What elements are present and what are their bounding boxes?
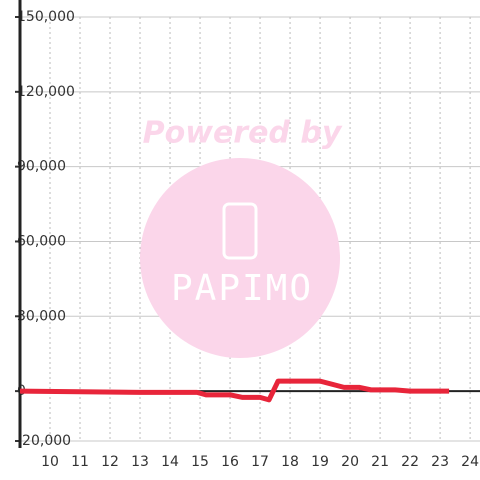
watermark: Powered by PAPIMO	[140, 116, 343, 358]
x-tick-label: 20	[341, 454, 359, 470]
x-tick-label: 12	[101, 454, 119, 470]
x-tick-label: 13	[131, 454, 149, 470]
watermark-icon	[222, 202, 258, 260]
x-tick-label: 16	[221, 454, 239, 470]
y-tick-label: -20,000	[17, 433, 71, 449]
x-tick-label: 24	[461, 454, 479, 470]
watermark-logo: PAPIMO	[171, 268, 313, 309]
x-tick-label: 17	[251, 454, 269, 470]
x-tick-label: 19	[311, 454, 329, 470]
x-tick-label: 22	[401, 454, 419, 470]
x-tick-label: 11	[71, 454, 89, 470]
y-tick-label: 60,000	[17, 233, 66, 249]
y-tick-label: 150,000	[17, 9, 75, 25]
x-tick-label: 23	[431, 454, 449, 470]
y-tick-label: 30,000	[17, 308, 66, 324]
line	[19, 378, 450, 403]
watermark-text: Powered by	[143, 116, 343, 151]
x-tick-label: 14	[161, 454, 179, 470]
y-tick-label: 120,000	[17, 84, 75, 100]
x-tick-label: 15	[191, 454, 209, 470]
x-tick-label: 10	[41, 454, 59, 470]
y-tick-label: 90,000	[17, 159, 66, 175]
x-tick-label: 18	[281, 454, 299, 470]
x-tick-label: 21	[371, 454, 389, 470]
